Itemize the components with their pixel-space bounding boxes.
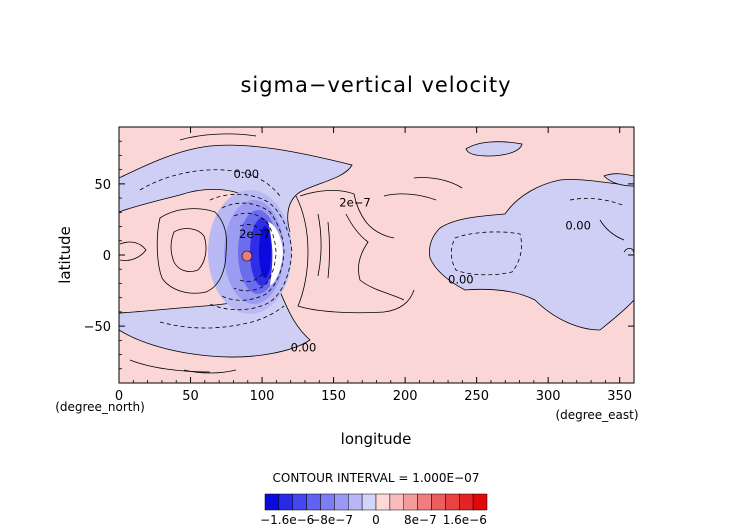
contour-label: 0.00 [291, 341, 317, 355]
colorbar-tick-label: 0 [372, 513, 380, 527]
colorbar-swatch [417, 493, 432, 511]
positive-contours [119, 133, 634, 374]
colorbar-swatch [361, 493, 377, 511]
x-units-label: (degree_east) [555, 408, 638, 422]
contour-labels: 0.00 2e−7 2e−7 0.00 0.00 0.00 [233, 167, 590, 355]
colorbar-swatch [278, 493, 293, 511]
x-tick-label: 250 [464, 389, 489, 404]
negative-contours [139, 169, 626, 329]
y-tick-label: −50 [84, 320, 111, 335]
colorbar-swatch [320, 493, 335, 511]
colorbar-tick-label: −1.6e−6 [260, 513, 314, 527]
colorbar-tick-label: −8e−7 [310, 513, 353, 527]
colorbar-swatch [389, 493, 404, 511]
contour-label: 0.00 [448, 272, 474, 286]
colorbar-swatch [264, 493, 280, 511]
y-axis-title: latitude [56, 226, 74, 284]
x-tick-label: 350 [607, 389, 632, 404]
colorbar-tick-label: 8e−7 [404, 513, 437, 527]
colorbar-labels: −1.6e−6−8e−7 0 8e−7 1.6e−6 [260, 513, 487, 527]
contour-field [119, 133, 634, 374]
x-tick-label: 200 [393, 389, 418, 404]
x-tick-label: 150 [321, 389, 346, 404]
chart-title: sigma−vertical velocity [240, 73, 511, 97]
x-axis: 0 50 100 150 200 250 300 350 [115, 127, 632, 404]
positive-core [241, 250, 253, 262]
y-tick-label: 50 [94, 178, 111, 193]
contour-label: 0.00 [233, 167, 259, 181]
contour-label: 2e−7 [339, 196, 370, 210]
negative-region-east [429, 179, 634, 331]
contour-interval-note: CONTOUR INTERVAL = 1.000E−07 [273, 471, 480, 485]
colorbar-swatch [375, 493, 391, 511]
contour-label: 0.00 [565, 218, 591, 232]
colorbar-swatch [472, 493, 488, 511]
colorbar [264, 493, 488, 511]
x-tick-label: 300 [536, 389, 561, 404]
colorbar-swatch [348, 493, 363, 511]
colorbar-swatch [431, 493, 446, 511]
contour-label: 2e−7 [239, 227, 270, 241]
colorbar-tick-label: 1.6e−6 [443, 513, 487, 527]
colorbar-swatch [306, 493, 321, 511]
colorbar-swatch [334, 493, 349, 511]
colorbar-swatch [459, 493, 474, 511]
colorbar-swatch [292, 493, 307, 511]
negative-core [259, 226, 271, 278]
x-tick-label: 100 [250, 389, 275, 404]
y-tick-label: 0 [103, 249, 111, 264]
x-tick-label: 50 [182, 389, 199, 404]
negative-region-small [465, 141, 523, 157]
saturated-strip [268, 222, 283, 286]
y-axis: −50 0 50 [84, 140, 634, 370]
negative-region-east-edge [603, 173, 634, 187]
x-tick-label: 0 [115, 389, 123, 404]
y-units-label: (degree_north) [55, 400, 145, 414]
x-axis-title: longitude [341, 430, 412, 448]
negative-region-northwest [119, 144, 353, 233]
colorbar-swatch [445, 493, 460, 511]
colorbar-swatch [403, 493, 418, 511]
